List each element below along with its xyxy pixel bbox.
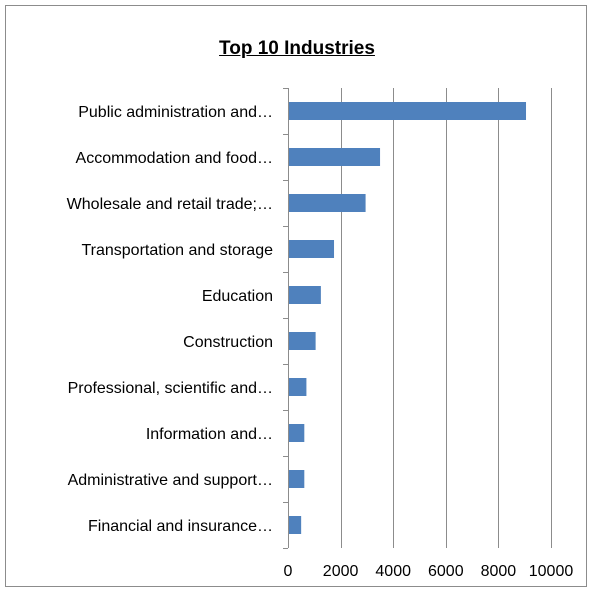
chart-title: Top 10 Industries [219, 38, 375, 59]
bar-6 [289, 332, 316, 350]
category-label-1: Public administration and… [78, 104, 273, 121]
bar-2 [289, 148, 381, 166]
category-label-3: Wholesale and retail trade;… [67, 196, 273, 213]
x-tick-label-2000: 2000 [323, 563, 359, 580]
x-tick-label-10000: 10000 [529, 563, 574, 580]
category-label-7: Professional, scientific and… [68, 380, 273, 397]
x-tick-label-6000: 6000 [428, 563, 464, 580]
x-tick-label-8000: 8000 [481, 563, 517, 580]
bar-5 [289, 286, 321, 304]
category-label-2: Accommodation and food… [76, 150, 273, 167]
bar-7 [289, 378, 307, 396]
category-label-6: Construction [183, 334, 273, 351]
bar-4 [289, 240, 335, 258]
x-tick-label-4000: 4000 [375, 563, 411, 580]
bar-9 [289, 470, 305, 488]
bar-10 [289, 516, 302, 534]
bar-8 [289, 424, 305, 442]
bar-1 [289, 102, 527, 120]
category-label-9: Administrative and support… [68, 472, 273, 489]
category-label-4: Transportation and storage [81, 242, 273, 259]
category-label-5: Education [202, 288, 273, 305]
category-label-10: Financial and insurance… [88, 518, 273, 535]
x-tick-label-0: 0 [284, 563, 293, 580]
category-label-8: Information and… [146, 426, 273, 443]
bar-3 [289, 194, 366, 212]
